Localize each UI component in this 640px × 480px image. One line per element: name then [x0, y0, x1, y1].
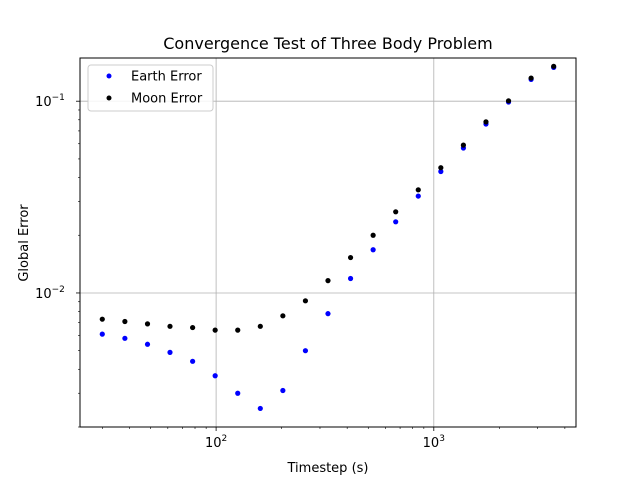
data-point-moon [167, 323, 173, 329]
data-point-earth [122, 335, 128, 341]
y-tick-label: 10−2 [35, 285, 65, 302]
data-point-moon [370, 232, 376, 238]
data-point-earth [235, 390, 241, 396]
data-point-earth [393, 219, 399, 225]
legend-box [87, 64, 214, 112]
data-point-moon [415, 187, 421, 193]
data-point-moon [551, 63, 557, 69]
data-point-moon [460, 142, 466, 148]
legend-label-moon: Moon Error [131, 92, 203, 107]
legend-marker-moon [106, 95, 112, 101]
plot-frame [79, 57, 577, 428]
data-point-moon [122, 318, 128, 325]
data-point-moon [438, 165, 444, 171]
data-point-earth [212, 373, 218, 379]
y-tick-label: 10−1 [35, 93, 65, 110]
data-point-moon [528, 75, 534, 81]
data-point-earth [438, 168, 444, 175]
data-point-earth [99, 331, 105, 337]
data-point-moon [212, 327, 218, 333]
data-point-moon [144, 321, 151, 327]
data-point-moon [393, 209, 399, 215]
data-point-earth [302, 348, 309, 354]
data-points [99, 63, 557, 412]
legend-marker-earth [106, 73, 112, 79]
data-point-moon [302, 298, 309, 304]
data-point-moon [325, 278, 331, 284]
data-point-moon [257, 323, 263, 329]
data-point-moon [483, 119, 489, 125]
data-point-moon [190, 324, 196, 331]
data-point-earth [370, 247, 376, 253]
data-point-moon [505, 98, 512, 104]
data-point-moon [280, 313, 286, 319]
data-point-earth [167, 349, 173, 355]
x-axis-label: Timestep (s) [287, 461, 369, 476]
data-point-earth [280, 387, 286, 394]
data-point-earth [325, 311, 331, 317]
data-point-moon [235, 327, 241, 333]
legend-label-earth: Earth Error [131, 70, 202, 85]
data-point-earth [190, 358, 196, 364]
data-point-moon [347, 254, 354, 261]
data-point-earth [144, 341, 151, 347]
x-tick-label: 102 [205, 434, 227, 451]
y-axis-label: Global Error [17, 204, 32, 282]
data-point-earth [257, 405, 263, 412]
chart-title: Convergence Test of Three Body Problem [163, 34, 492, 53]
data-point-earth [415, 193, 421, 199]
data-point-earth [347, 275, 354, 282]
legend: Earth Error Moon Error [87, 64, 214, 112]
axis-ticks: 102 103 10−2 10−1 [35, 93, 566, 451]
x-tick-label: 103 [423, 434, 445, 451]
data-point-moon [99, 316, 105, 322]
